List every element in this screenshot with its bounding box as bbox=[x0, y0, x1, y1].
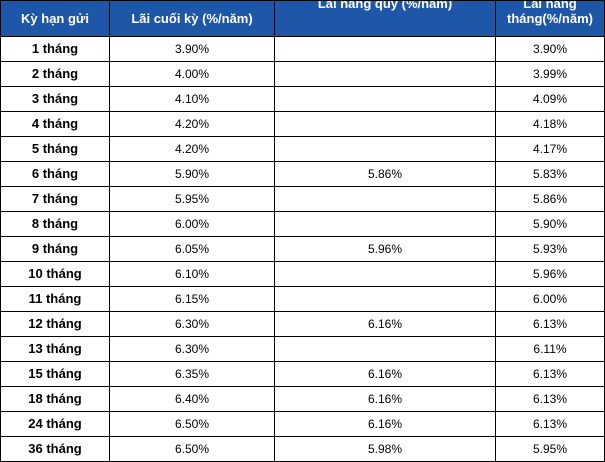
table-row: 10 tháng 6.10% 5.96% bbox=[0, 261, 605, 287]
term-cell: 9 tháng bbox=[0, 236, 110, 262]
end-of-term-rate-cell: 6.10% bbox=[109, 261, 275, 287]
quarterly-rate-cell: 5.98% bbox=[274, 436, 496, 462]
quarterly-rate-cell: 5.96% bbox=[274, 236, 496, 262]
end-of-term-rate-cell: 6.50% bbox=[109, 436, 275, 462]
quarterly-rate-cell bbox=[274, 36, 496, 62]
term-cell: 4 tháng bbox=[0, 111, 110, 137]
end-of-term-rate-cell: 3.90% bbox=[109, 36, 275, 62]
term-cell: 36 tháng bbox=[0, 436, 110, 462]
quarterly-rate-cell: 6.16% bbox=[274, 411, 496, 437]
term-cell: 2 tháng bbox=[0, 61, 110, 87]
table-row: 4 tháng 4.20% 4.18% bbox=[0, 111, 605, 137]
end-of-term-rate-cell: 4.20% bbox=[109, 136, 275, 162]
end-of-term-rate-cell: 6.05% bbox=[109, 236, 275, 262]
monthly-rate-cell: 6.11% bbox=[495, 336, 605, 362]
table-row: 5 tháng 4.20% 4.17% bbox=[0, 136, 605, 162]
quarterly-rate-cell bbox=[274, 286, 496, 312]
table-row: 15 tháng 6.35% 6.16% 6.13% bbox=[0, 361, 605, 387]
term-cell: 18 tháng bbox=[0, 386, 110, 412]
header-monthly-rate: Lãi hàng tháng(%/năm) bbox=[495, 0, 605, 37]
table-row: 12 tháng 6.30% 6.16% 6.13% bbox=[0, 311, 605, 337]
monthly-rate-cell: 3.99% bbox=[495, 61, 605, 87]
monthly-rate-cell: 5.96% bbox=[495, 261, 605, 287]
end-of-term-rate-cell: 5.90% bbox=[109, 161, 275, 187]
table-row: 3 tháng 4.10% 4.09% bbox=[0, 86, 605, 112]
monthly-rate-cell: 5.93% bbox=[495, 236, 605, 262]
term-cell: 10 tháng bbox=[0, 261, 110, 287]
header-term: Kỳ hạn gửi bbox=[0, 0, 110, 37]
monthly-rate-cell: 5.86% bbox=[495, 186, 605, 212]
table-row: 9 tháng 6.05% 5.96% 5.93% bbox=[0, 236, 605, 262]
quarterly-rate-cell: 6.16% bbox=[274, 386, 496, 412]
table-header: Kỳ hạn gửi Lãi cuối kỳ (%/năm) Lãi hàng … bbox=[0, 0, 605, 37]
monthly-rate-cell: 4.09% bbox=[495, 86, 605, 112]
table-row: 36 tháng 6.50% 5.98% 5.95% bbox=[0, 436, 605, 462]
quarterly-rate-cell: 6.16% bbox=[274, 361, 496, 387]
end-of-term-rate-cell: 5.95% bbox=[109, 186, 275, 212]
term-cell: 24 tháng bbox=[0, 411, 110, 437]
quarterly-rate-cell bbox=[274, 136, 496, 162]
end-of-term-rate-cell: 6.30% bbox=[109, 336, 275, 362]
header-row: Kỳ hạn gửi Lãi cuối kỳ (%/năm) Lãi hàng … bbox=[0, 0, 605, 37]
term-cell: 11 tháng bbox=[0, 286, 110, 312]
monthly-rate-cell: 6.13% bbox=[495, 311, 605, 337]
end-of-term-rate-cell: 4.10% bbox=[109, 86, 275, 112]
end-of-term-rate-cell: 4.00% bbox=[109, 61, 275, 87]
table-row: 1 tháng 3.90% 3.90% bbox=[0, 36, 605, 62]
monthly-rate-cell: 5.95% bbox=[495, 436, 605, 462]
table-row: 8 tháng 6.00% 5.90% bbox=[0, 211, 605, 237]
term-cell: 7 tháng bbox=[0, 186, 110, 212]
table-row: 24 tháng 6.50% 6.16% 6.13% bbox=[0, 411, 605, 437]
quarterly-rate-cell bbox=[274, 211, 496, 237]
monthly-rate-cell: 6.13% bbox=[495, 411, 605, 437]
end-of-term-rate-cell: 6.40% bbox=[109, 386, 275, 412]
quarterly-rate-cell bbox=[274, 261, 496, 287]
quarterly-rate-cell bbox=[274, 336, 496, 362]
quarterly-rate-cell bbox=[274, 86, 496, 112]
end-of-term-rate-cell: 4.20% bbox=[109, 111, 275, 137]
term-cell: 8 tháng bbox=[0, 211, 110, 237]
monthly-rate-cell: 3.90% bbox=[495, 36, 605, 62]
quarterly-rate-cell bbox=[274, 111, 496, 137]
end-of-term-rate-cell: 6.15% bbox=[109, 286, 275, 312]
table-row: 6 tháng 5.90% 5.86% 5.83% bbox=[0, 161, 605, 187]
table-row: 13 tháng 6.30% 6.11% bbox=[0, 336, 605, 362]
quarterly-rate-cell: 5.86% bbox=[274, 161, 496, 187]
table-row: 2 tháng 4.00% 3.99% bbox=[0, 61, 605, 87]
header-monthly-rate-label: Lãi hàng tháng(%/năm) bbox=[507, 0, 593, 27]
term-cell: 6 tháng bbox=[0, 161, 110, 187]
header-quarterly-rate: Lãi hàng quý (%/năm) bbox=[274, 0, 496, 37]
table-row: 18 tháng 6.40% 6.16% 6.13% bbox=[0, 386, 605, 412]
quarterly-rate-cell: 6.16% bbox=[274, 311, 496, 337]
term-cell: 12 tháng bbox=[0, 311, 110, 337]
monthly-rate-cell: 6.13% bbox=[495, 361, 605, 387]
monthly-rate-cell: 6.00% bbox=[495, 286, 605, 312]
monthly-rate-cell: 6.13% bbox=[495, 386, 605, 412]
end-of-term-rate-cell: 6.35% bbox=[109, 361, 275, 387]
end-of-term-rate-cell: 6.50% bbox=[109, 411, 275, 437]
header-quarterly-rate-label: Lãi hàng quý (%/năm) bbox=[317, 0, 453, 12]
quarterly-rate-cell bbox=[274, 61, 496, 87]
monthly-rate-cell: 5.83% bbox=[495, 161, 605, 187]
end-of-term-rate-cell: 6.30% bbox=[109, 311, 275, 337]
table-row: 7 tháng 5.95% 5.86% bbox=[0, 186, 605, 212]
term-cell: 13 tháng bbox=[0, 336, 110, 362]
term-cell: 5 tháng bbox=[0, 136, 110, 162]
term-cell: 15 tháng bbox=[0, 361, 110, 387]
monthly-rate-cell: 5.90% bbox=[495, 211, 605, 237]
table-body: 1 tháng 3.90% 3.90% 2 tháng 4.00% 3.99% 3 thán… bbox=[0, 36, 605, 462]
table-row: 11 tháng 6.15% 6.00% bbox=[0, 286, 605, 312]
end-of-term-rate-cell: 6.00% bbox=[109, 211, 275, 237]
monthly-rate-cell: 4.17% bbox=[495, 136, 605, 162]
quarterly-rate-cell bbox=[274, 186, 496, 212]
term-cell: 3 tháng bbox=[0, 86, 110, 112]
monthly-rate-cell: 4.18% bbox=[495, 111, 605, 137]
term-cell: 1 tháng bbox=[0, 36, 110, 62]
header-end-of-term-rate: Lãi cuối kỳ (%/năm) bbox=[109, 0, 275, 37]
